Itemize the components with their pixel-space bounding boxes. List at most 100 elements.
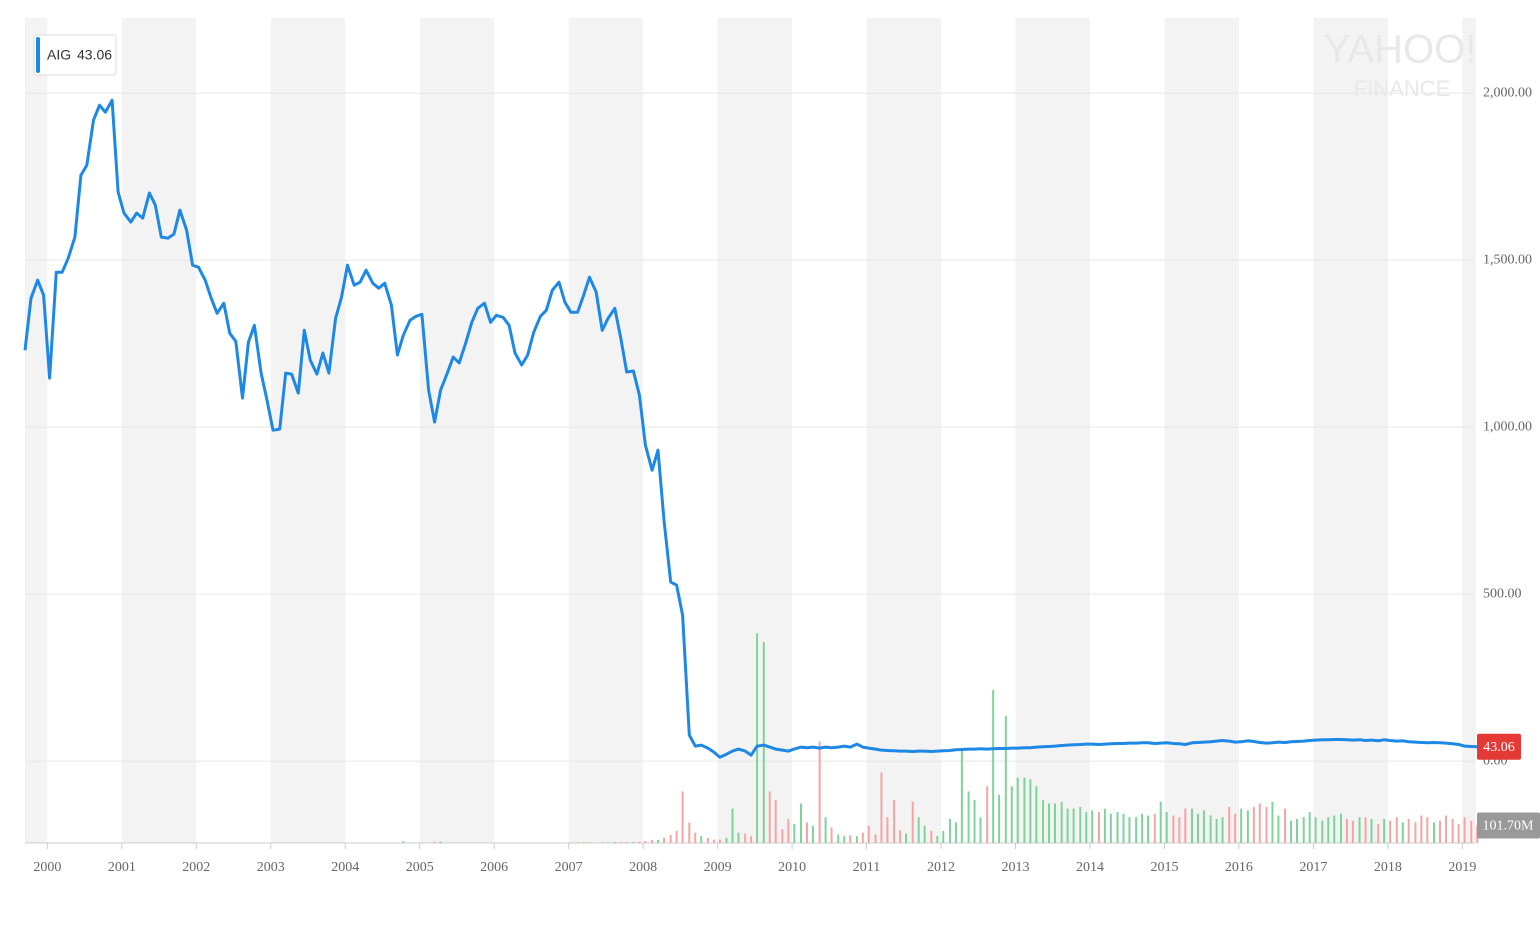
volume-bar <box>651 839 654 843</box>
volume-bar <box>595 842 598 843</box>
band <box>121 18 197 843</box>
price-tag-box <box>1477 733 1521 760</box>
volume-bar <box>923 825 926 843</box>
band <box>1015 18 1090 843</box>
volume-bar <box>613 842 616 843</box>
volume-bar <box>1383 818 1386 843</box>
x-tick-label: 2019 <box>1448 860 1476 875</box>
volume-bar <box>1135 817 1138 843</box>
watermark: YAHOO! <box>1324 28 1477 72</box>
volume-bar <box>787 818 790 843</box>
volume-bar <box>731 808 734 843</box>
y-tick-label: 1,000.00 <box>1483 419 1532 434</box>
volume-bar <box>1048 803 1051 843</box>
volume-bar <box>706 837 709 843</box>
x-tick-label: 2001 <box>108 860 136 875</box>
volume-bar <box>1103 808 1106 843</box>
volume-bar <box>1395 817 1398 843</box>
volume-bar <box>1202 810 1205 843</box>
volume-bar <box>1246 810 1249 843</box>
volume-bar <box>588 842 591 843</box>
x-tick-label: 2018 <box>1374 860 1402 875</box>
volume-bar <box>1079 806 1082 843</box>
volume-bar <box>582 842 585 843</box>
volume-bar <box>1016 777 1019 843</box>
volume-bar <box>973 800 976 843</box>
band <box>717 18 793 843</box>
volume-bar <box>1191 808 1194 843</box>
volume-bar <box>1271 801 1274 843</box>
volume-layer <box>402 633 1479 843</box>
volume-bar <box>855 836 858 843</box>
volume-bar <box>569 842 572 843</box>
volume-bar <box>1029 779 1032 843</box>
volume-bar <box>1339 813 1342 843</box>
volume-bar <box>874 834 877 843</box>
volume-bar <box>1401 822 1404 843</box>
volume-tag-box <box>1477 812 1540 839</box>
price-layer <box>23 98 1478 759</box>
volume-bar <box>992 690 995 843</box>
volume-bar <box>1053 803 1056 843</box>
volume-bar <box>1252 806 1255 843</box>
y-tick-label: 2,000.00 <box>1483 85 1532 100</box>
volume-bar <box>1302 817 1305 843</box>
volume-bar <box>756 633 759 843</box>
volume-bar <box>1221 817 1224 843</box>
volume-bar <box>1172 815 1175 843</box>
volume-bar <box>1085 812 1088 843</box>
volume-bar <box>1414 822 1417 843</box>
volume-bar <box>1184 808 1187 843</box>
volume-bar <box>960 748 963 843</box>
y-tick-label: 1,500.00 <box>1483 252 1532 267</box>
volume-bar <box>1060 801 1063 843</box>
volume-bar <box>1265 806 1268 843</box>
volume-bar <box>805 822 808 843</box>
volume-bar <box>1165 812 1168 843</box>
volume-bar <box>576 842 579 843</box>
legend-value: 43.06 <box>77 47 112 63</box>
volume-bar <box>843 836 846 843</box>
volume-bar <box>1444 815 1447 843</box>
volume-bar <box>744 833 747 843</box>
x-tick-label: 2012 <box>927 860 955 875</box>
volume-bar <box>1420 815 1423 843</box>
volume-bar <box>967 791 970 843</box>
band <box>866 18 942 843</box>
volume-bar <box>737 832 740 843</box>
volume-bar <box>824 817 827 843</box>
volume-bar <box>1153 813 1156 843</box>
volume-bar <box>768 791 771 843</box>
volume-bar <box>830 827 833 843</box>
volume-bar <box>1470 820 1473 843</box>
volume-bar <box>1457 824 1460 843</box>
volume-bar <box>669 834 672 843</box>
band <box>568 18 644 843</box>
volume-bar <box>1426 817 1429 843</box>
volume-bar <box>1290 820 1293 843</box>
volume-bar <box>632 841 635 843</box>
volume-bar <box>439 841 442 843</box>
volume-bar <box>781 829 784 843</box>
price-tag: 43.06 <box>1483 740 1515 755</box>
volume-bar <box>1234 813 1237 843</box>
x-tick-label: 2017 <box>1299 860 1327 875</box>
volume-bar <box>1327 817 1330 843</box>
volume-bar <box>1240 808 1243 843</box>
x-tick-label: 2005 <box>406 860 434 875</box>
volume-bar <box>607 842 610 843</box>
legend: AIG 43.06 <box>33 34 117 76</box>
volume-bar <box>899 830 902 843</box>
volume-bar <box>867 825 870 843</box>
volume-bar <box>750 836 753 843</box>
volume-bar <box>1370 818 1373 843</box>
volume-bar <box>1196 813 1199 843</box>
volume-bar <box>886 817 889 843</box>
volume-bar <box>942 830 945 843</box>
volume-bar <box>681 791 684 843</box>
volume-bar <box>1345 818 1348 843</box>
volume-bar <box>694 832 697 843</box>
volume-bar <box>1277 815 1280 843</box>
x-tick-label: 2016 <box>1225 860 1253 875</box>
volume-bar <box>1463 817 1466 843</box>
